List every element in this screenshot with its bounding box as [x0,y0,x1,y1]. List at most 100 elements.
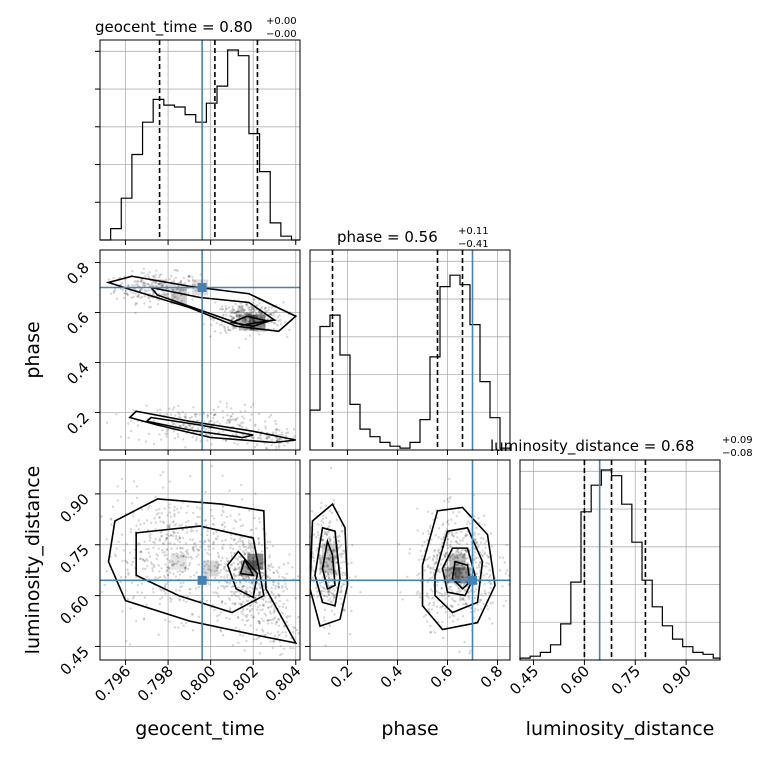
sample-point [329,572,333,576]
sample-point [251,311,254,314]
sample-point [255,312,258,316]
sample-point [328,524,331,528]
sample-point [225,307,228,311]
sample-point [139,550,142,554]
sample-point [241,544,245,547]
sample-point [319,559,322,562]
sample-point [479,598,482,602]
sample-point [456,556,460,560]
contour-line [128,410,296,444]
sample-point [246,320,249,323]
sample-point [516,551,518,553]
sample-point [237,304,240,308]
sample-point [449,518,453,521]
sample-point [473,531,476,535]
sample-point [262,314,265,317]
sample-point [229,514,232,518]
density-cell [247,553,264,570]
sample-point [215,569,219,572]
sample-point [286,599,289,602]
sample-point [134,619,138,623]
sample-point [168,407,171,411]
sample-point [251,556,255,560]
sample-point [212,523,215,527]
sample-point [245,590,248,593]
sample-point [429,631,432,634]
sample-point [232,316,235,320]
sample-point [121,289,124,292]
sample-point [426,565,429,569]
sample-point [457,568,460,571]
sample-point [232,561,235,565]
sample-point [173,406,176,409]
sample-point [440,537,443,540]
sample-point [230,415,233,418]
sample-point [184,415,187,419]
sample-point [214,537,217,540]
sample-point [272,611,275,614]
sample-point [207,545,210,549]
sample-point [439,563,443,566]
sample-point [239,603,243,606]
sample-point [226,559,229,563]
sample-point [328,624,332,628]
sample-point [172,563,175,566]
sample-point [176,531,180,535]
sample-point [245,599,248,602]
sample-point [457,510,461,514]
sample-point [283,624,286,628]
sample-point [216,551,220,555]
sample-point [254,600,258,604]
sample-point [225,421,228,424]
sample-point [158,433,161,436]
sample-point [238,310,241,313]
sample-point [463,552,466,556]
sample-point [148,300,152,303]
sample-point [258,591,261,594]
sample-point [340,588,343,592]
sample-point [257,537,260,540]
sample-point [236,567,239,570]
sample-point [434,562,437,565]
sample-point [137,280,140,283]
sample-point [335,572,338,575]
sample-point [168,571,172,574]
sample-point [232,538,236,542]
sample-point [210,419,213,423]
sample-point [343,608,346,611]
sample-point [137,541,140,545]
sample-point [234,432,238,435]
sample-point [323,530,326,534]
sample-point [293,626,296,630]
sample-point [233,519,236,522]
sample-point [338,534,341,538]
sample-point [247,618,250,622]
sample-point [234,312,238,315]
sample-point [432,554,436,557]
sample-point [329,567,333,571]
sample-point [147,295,150,299]
sample-point [150,563,154,566]
sample-point [186,531,189,534]
sample-point [217,586,220,589]
sample-point [241,524,245,527]
sample-point [252,298,255,302]
sample-point [152,540,155,544]
sample-point [466,520,470,523]
sample-point [458,650,461,653]
sample-point [142,281,145,284]
sample-point [168,596,172,600]
sample-point [274,587,277,590]
sample-point [239,524,243,528]
sample-point [207,539,211,543]
sample-point [191,426,195,429]
sample-point [502,604,505,608]
sample-point [241,433,245,436]
sample-point [194,587,198,590]
sample-point [139,289,142,292]
sample-point [198,540,202,543]
sample-point [464,601,468,604]
sample-point [131,291,135,295]
sample-point [252,301,255,305]
sample-point [276,437,279,440]
